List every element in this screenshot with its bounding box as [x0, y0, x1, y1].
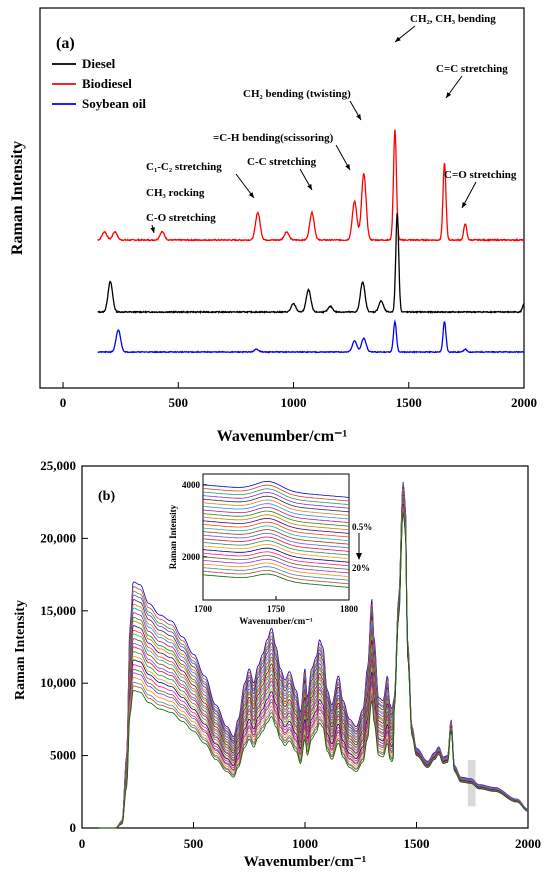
annotation-arrowhead	[446, 92, 452, 98]
panel-a: (a) Diesel Biodiesel Soybean oil CH₂, CH₃ …	[9, 7, 537, 445]
annotation-label: CH₂ bending (twisting)	[243, 88, 351, 100]
y-axis-label-a: Raman Intensity	[9, 141, 26, 255]
y-tick-label: 10,000	[40, 675, 76, 690]
annotations-a: CH₂, CH₃ bending C=C stretching CH₂ bendin…	[146, 13, 517, 234]
inset-series-line	[202, 536, 350, 552]
x-tick-label: 0	[60, 395, 67, 410]
annotation-label: CH₂, CH₃ bending	[410, 13, 496, 25]
inset-series-line	[202, 514, 350, 531]
x-axis-label-b: Wavenumber/cm⁻¹	[244, 854, 366, 870]
annotation-label: C=O stretching	[444, 169, 517, 181]
inset-series-line	[202, 503, 350, 520]
inset-y-label: Raman Intensity	[168, 504, 178, 569]
inset-arrow-head	[356, 553, 362, 560]
x-tick-label: 1500	[396, 395, 422, 410]
inset-x-label: Wavenumber/cm⁻¹	[239, 616, 313, 626]
inset-ticks: 1700 1750 1800 2000 4000	[182, 480, 359, 614]
inset-series-line	[202, 573, 350, 588]
inset-x-tick-label: 1700	[194, 604, 213, 614]
panel-b-label: (b)	[98, 489, 115, 504]
inset-series-line	[202, 521, 350, 538]
annotation-arrowhead	[307, 184, 312, 190]
inset-x-tick-label: 1800	[340, 604, 359, 614]
legend-a: Diesel Biodiesel Soybean oil	[52, 56, 146, 111]
x-tick-label: 0	[79, 836, 86, 851]
inset-series-line	[202, 543, 350, 559]
annotation-label: C-O stretching	[146, 212, 216, 224]
annotation-label: C-C stretching	[247, 156, 317, 168]
inset-series-line	[202, 555, 350, 570]
inset-x-tick-label: 1750	[267, 604, 286, 614]
panel-b: (b) 0 500 1000 1500 2000 0 5000 10,000 15,000 20…	[13, 458, 541, 870]
inset-series-line	[202, 532, 350, 549]
x-ticks-b: 0 500 1000 1500 2000	[79, 822, 541, 851]
x-tick-label: 2000	[511, 395, 537, 410]
x-axis-label-a: Wavenumber/cm⁻¹	[217, 428, 348, 445]
series-b	[99, 481, 529, 829]
inset-series-line	[202, 495, 350, 513]
x-tick-label: 500	[169, 395, 189, 410]
x-tick-label: 500	[184, 836, 204, 851]
series-line-biodiesel	[97, 129, 525, 243]
inset-series-line	[202, 518, 350, 534]
inset-y-tick-label: 4000	[182, 480, 201, 490]
series-line-soybean-oil	[97, 319, 525, 354]
inset-series-line	[202, 551, 350, 567]
x-tick-label: 1000	[292, 836, 318, 851]
inset-series-line	[202, 499, 350, 516]
inset-series-line	[202, 529, 350, 545]
annotation-arrowhead	[356, 114, 361, 120]
x-ticks-a: 0 500 1000 1500 2000	[60, 382, 537, 410]
inset-annotation-low: 0.5%	[352, 522, 372, 532]
x-tick-label: 1000	[281, 395, 307, 410]
inset-series-line	[202, 510, 350, 527]
y-tick-label: 15,000	[40, 603, 76, 618]
y-tick-label: 5000	[50, 748, 76, 763]
x-tick-label: 2000	[515, 836, 541, 851]
annotation-arrowhead	[345, 164, 350, 170]
inset-series-line	[202, 558, 350, 574]
series-a	[97, 129, 525, 354]
y-tick-label: 20,000	[40, 530, 76, 545]
inset-series-line	[202, 562, 350, 577]
inset-series-line	[202, 488, 350, 505]
y-axis-label-b: Raman Intensity	[13, 600, 28, 700]
panel-a-label: (a)	[56, 35, 75, 52]
inset-series-line	[202, 547, 350, 563]
legend-entry: Diesel	[82, 56, 116, 71]
inset-series-line	[202, 570, 350, 585]
annotation-arrowhead	[150, 227, 155, 233]
y-ticks-b: 0 5000 10,000 15,000 20,000 25,000	[40, 458, 88, 835]
series-line-b	[99, 512, 529, 829]
inset-series-line	[202, 525, 350, 541]
legend-entry: Soybean oil	[82, 96, 146, 111]
inset-y-tick-label: 2000	[182, 552, 201, 562]
inset-annotation-high: 20%	[352, 563, 370, 573]
annotation-label: C=C stretching	[436, 63, 508, 75]
inset-series-line	[202, 480, 350, 498]
x-tick-label: 1500	[404, 836, 430, 851]
y-tick-label: 25,000	[40, 458, 76, 473]
inset-series-line	[202, 507, 350, 523]
annotation-label: C₁-C₂ stretching	[146, 161, 222, 173]
annotation-arrowhead	[248, 192, 254, 198]
inset-series-line	[202, 540, 350, 556]
inset-chart: 1700 1750 1800 2000 4000 Wavenumber/cm⁻¹ Ram…	[168, 473, 372, 626]
panel-a-frame	[39, 7, 525, 389]
annotation-label: CH₃ rocking	[146, 187, 205, 199]
inset-series-line	[202, 484, 350, 502]
y-tick-label: 0	[70, 820, 77, 835]
annotation-arrowhead	[462, 202, 467, 208]
legend-entry: Biodiesel	[82, 76, 132, 91]
inset-series-line	[202, 566, 350, 581]
inset-series-line	[202, 492, 350, 509]
series-line-diesel	[97, 212, 525, 315]
inset-series	[202, 480, 350, 588]
annotation-arrowhead	[395, 36, 401, 42]
annotation-label: =C-H bending(scissoring)	[213, 132, 334, 144]
